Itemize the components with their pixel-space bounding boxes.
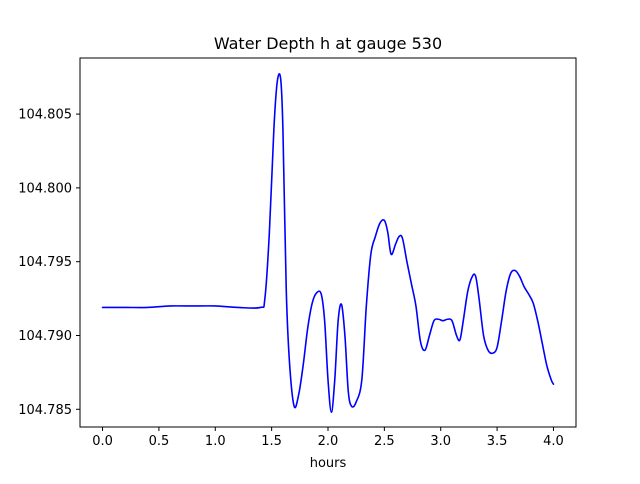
y-tick-label: 104.790 bbox=[18, 329, 72, 344]
x-tick-label: 1.5 bbox=[261, 434, 282, 449]
y-tick-label: 104.795 bbox=[18, 255, 72, 270]
x-axis: 0.0 0.5 1.0 1.5 2.0 2.5 3.0 3.5 4.0 bbox=[92, 427, 564, 449]
series-line-0 bbox=[101, 73, 555, 414]
chart-title: Water Depth h at gauge 530 bbox=[214, 34, 442, 53]
series-layer bbox=[101, 73, 555, 414]
x-tick-label: 2.5 bbox=[374, 434, 395, 449]
x-tick-label: 0.0 bbox=[92, 434, 113, 449]
x-tick-label: 1.0 bbox=[205, 434, 226, 449]
x-tick-label: 0.5 bbox=[149, 434, 170, 449]
plot-frame bbox=[79, 57, 577, 428]
y-tick-label: 104.805 bbox=[18, 108, 72, 123]
x-tick-label: 2.0 bbox=[318, 434, 339, 449]
y-tick-label: 104.785 bbox=[18, 403, 72, 418]
x-tick-label: 4.0 bbox=[543, 434, 564, 449]
x-axis-label: hours bbox=[310, 456, 347, 471]
x-tick-label: 3.5 bbox=[487, 434, 508, 449]
y-axis: 104.785 104.790 104.795 104.800 104.805 bbox=[18, 108, 80, 418]
y-tick-label: 104.800 bbox=[18, 181, 72, 196]
x-tick-label: 3.0 bbox=[430, 434, 451, 449]
